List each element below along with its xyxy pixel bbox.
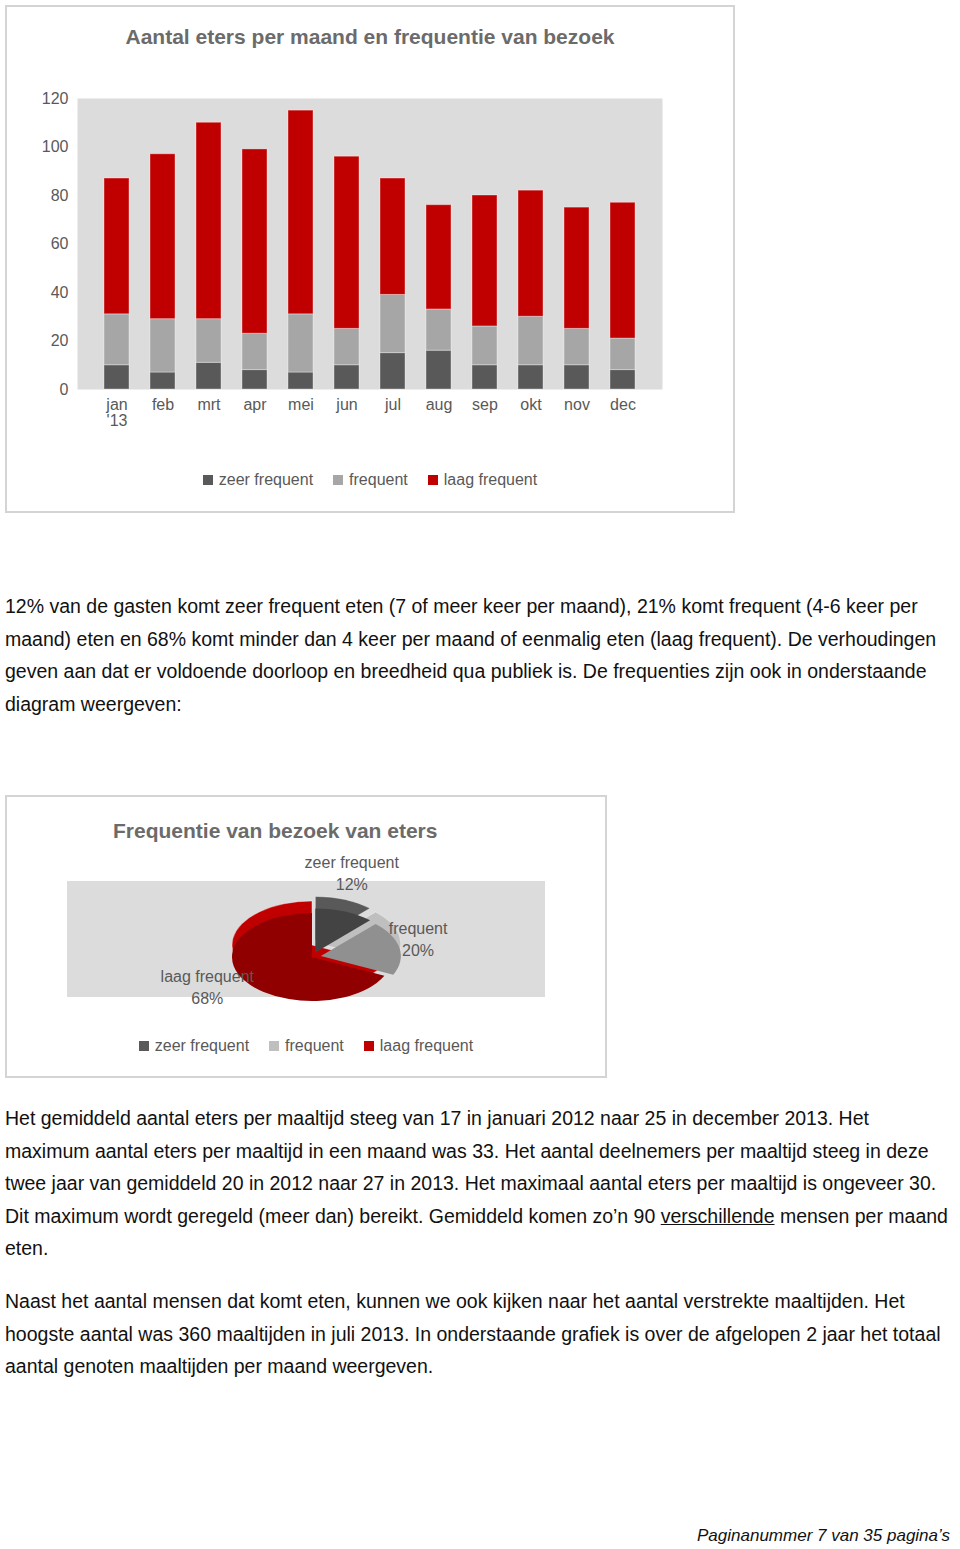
- html-text:Paginanummer 7 van 35 pagina’s: Paginanummer 7 van 35 pagina’s: [697, 1526, 950, 1545]
- svg-text:jan'13: jan'13: [105, 396, 127, 429]
- svg-text:dec: dec: [610, 396, 636, 413]
- html-text:zeer frequent: zeer frequent: [218, 471, 314, 488]
- svg-text:aug: aug: [426, 396, 453, 413]
- html-text:Aantal eters per maand en freq: Aantal eters per maand en frequentie van…: [125, 25, 615, 48]
- html-text:zeer frequent: zeer frequent: [154, 1037, 250, 1054]
- html-text:laag frequent: laag frequent: [379, 1037, 474, 1054]
- html-text:frequent: frequent: [349, 471, 408, 488]
- svg-text:120: 120: [42, 90, 69, 107]
- html-text:12% van de gasten komt zeer fr: 12% van de gasten komt zeer frequent ete…: [5, 595, 937, 715]
- svg-text:zeer frequent12%: zeer frequent12%: [305, 854, 400, 893]
- svg-text:0: 0: [60, 381, 69, 398]
- svg-text:sep: sep: [472, 396, 498, 413]
- html-text:Het gemiddeld aantal eters per: Het gemiddeld aantal eters per maaltijd …: [5, 1107, 948, 1259]
- svg-text:40: 40: [51, 284, 69, 301]
- svg-text:20: 20: [51, 332, 69, 349]
- svg-text:laag frequent68%: laag frequent68%: [161, 968, 255, 1007]
- svg-text:feb: feb: [152, 396, 174, 413]
- svg-text:mei: mei: [288, 396, 314, 413]
- svg-text:frequent20%: frequent20%: [389, 920, 448, 959]
- svg-text:mrt: mrt: [197, 396, 221, 413]
- html-text:laag frequent: laag frequent: [443, 471, 538, 488]
- html-text:frequent: frequent: [285, 1037, 344, 1054]
- svg-text:okt: okt: [520, 396, 542, 413]
- svg-text:apr: apr: [243, 396, 267, 413]
- svg-text:80: 80: [51, 187, 69, 204]
- svg-text:100: 100: [42, 138, 69, 155]
- svg-text:jun: jun: [335, 396, 357, 413]
- svg-text:60: 60: [51, 235, 69, 252]
- html-text:Frequentie van bezoek van eter: Frequentie van bezoek van eters: [113, 819, 438, 842]
- html-text:Naast het aantal mensen dat ko: Naast het aantal mensen dat komt eten, k…: [5, 1290, 941, 1377]
- svg-text:jul: jul: [384, 396, 401, 413]
- svg-text:nov: nov: [564, 396, 590, 413]
